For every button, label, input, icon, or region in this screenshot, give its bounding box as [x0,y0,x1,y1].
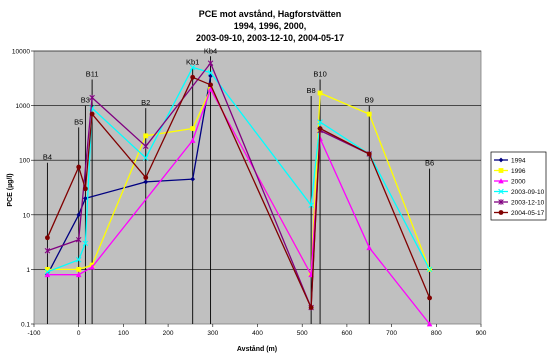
series-point-2004-05-17 [143,175,149,181]
series-point-2000 [75,271,82,278]
series-point-2000 [89,264,95,270]
well-label-b10: B10 [313,70,326,79]
grid-lines [34,50,481,270]
y-tick-label: 1000 [16,103,31,110]
well-label-b9: B9 [365,96,374,105]
legend-marker-2000 [498,178,504,184]
series-point-1994 [190,176,196,182]
series-point-2003-09-10 [189,64,196,71]
series-point-1996 [143,133,149,139]
axes: -100 0 100 200 300 400 500 600 700 800 900 0.1 1 10 10… [12,49,487,338]
chart-title-line-2: 1994, 1996, 2000, [234,21,307,31]
x-tick-label: 700 [386,330,397,337]
chart-title-line-3: 2003-09-10, 2003-12-10, 2004-05-17 [196,33,344,43]
series-point-1996 [190,126,196,131]
y-axis-title: PCE (µg/l) [7,173,14,206]
series-point-2000 [44,271,51,278]
x-tick-label: 100 [118,330,129,337]
series-point-1996 [76,267,82,272]
series-lines [44,60,433,327]
y-tick-label: 1 [26,267,30,274]
series-point-2004-05-17 [366,151,372,157]
well-label-b8: B8 [307,86,316,95]
y-tick-label: 0.1 [21,322,30,329]
x-tick-label: 400 [252,330,263,337]
series-point-1996 [45,267,50,272]
series-point-2003-12-10 [44,247,51,254]
legend-label-2003-12-10: 2003-12-10 [511,200,545,207]
series-point-2003-09-10 [75,257,82,263]
legend-marker-1996 [498,168,504,173]
series-point-2000 [207,86,214,92]
x-tick-label: -100 [27,330,40,337]
well-label-b2: B2 [141,98,150,107]
well-label-b5: B5 [74,117,83,126]
series-point-2003-12-10 [142,143,149,150]
legend-marker-2003-09-10 [498,188,504,195]
series-point-2003-09-10 [82,240,89,247]
series-point-2000 [366,244,373,251]
y-tick-label: 10000 [12,49,30,56]
x-tick-label: 900 [476,330,487,337]
series-point-1994 [83,195,88,201]
legend-box [490,151,547,221]
series-point-2004-05-17 [76,164,82,170]
series-point-2003-09-10 [44,269,51,275]
series-point-2003-09-10 [426,266,433,273]
y-tick-label: 10 [23,212,31,219]
series-point-2000 [189,137,196,143]
well-label-b4: B4 [43,153,52,162]
legend-label-2000: 2000 [511,179,526,186]
series-point-2003-12-10 [75,236,82,243]
series-point-1996 [317,90,323,96]
series-line-1996 [47,88,431,276]
series-point-1994 [208,73,213,79]
series-point-2004-05-17 [317,126,323,131]
series-point-2004-05-17 [208,82,213,88]
series-point-2003-09-10 [142,155,149,161]
x-tick-label: 0 [77,330,81,337]
legend-label-1996: 1996 [511,168,526,175]
series-point-2003-09-10 [308,202,314,208]
chart-title-line-1: PCE mot avstånd, Hagforstvätten [199,9,342,19]
series-point-2003-09-10 [317,119,323,125]
legend: 1994 1996 2000 2003-09-10 2003-12-10 2004-05-… [490,151,547,221]
x-tick-label: 500 [297,330,308,337]
series-point-2004-05-17 [308,305,314,310]
series-point-2004-05-17 [89,111,95,117]
legend-label-1994: 1994 [511,158,526,165]
legend-marker-2004-05-17 [498,210,504,215]
well-label-b6: B6 [425,159,434,168]
series-point-2004-05-17 [427,295,432,301]
x-tick-label: 600 [341,330,352,337]
legend-label-2004-05-17: 2004-05-17 [511,210,545,217]
series-point-2004-05-17 [45,235,50,241]
legend-label-2003-09-10: 2003-09-10 [511,189,545,196]
series-line-1994 [46,75,212,276]
well-label-b11: B11 [86,70,99,79]
legend-marker-1994 [498,157,504,163]
y-tick-label: 100 [19,158,30,165]
series-point-1996 [366,111,372,117]
series-point-2003-09-10 [207,69,214,76]
series-point-2003-12-10 [89,94,95,101]
series-point-2004-05-17 [190,74,196,80]
well-label-b3: B3 [81,96,90,105]
x-axis-title: Avstånd (m) [237,345,277,353]
series-point-2004-05-17 [83,186,88,192]
well-label-kb4: Kb4 [204,46,217,55]
x-tick-label: 300 [207,330,218,337]
series-point-2003-12-10 [207,60,214,67]
legend-marker-2003-12-10 [498,199,504,205]
series-point-2000 [426,321,433,327]
x-tick-label: 200 [163,330,174,337]
series-point-1994 [143,179,149,185]
series-point-1994 [76,212,82,218]
well-label-kb1: Kb1 [186,57,199,66]
x-tick-label: 800 [431,330,442,337]
